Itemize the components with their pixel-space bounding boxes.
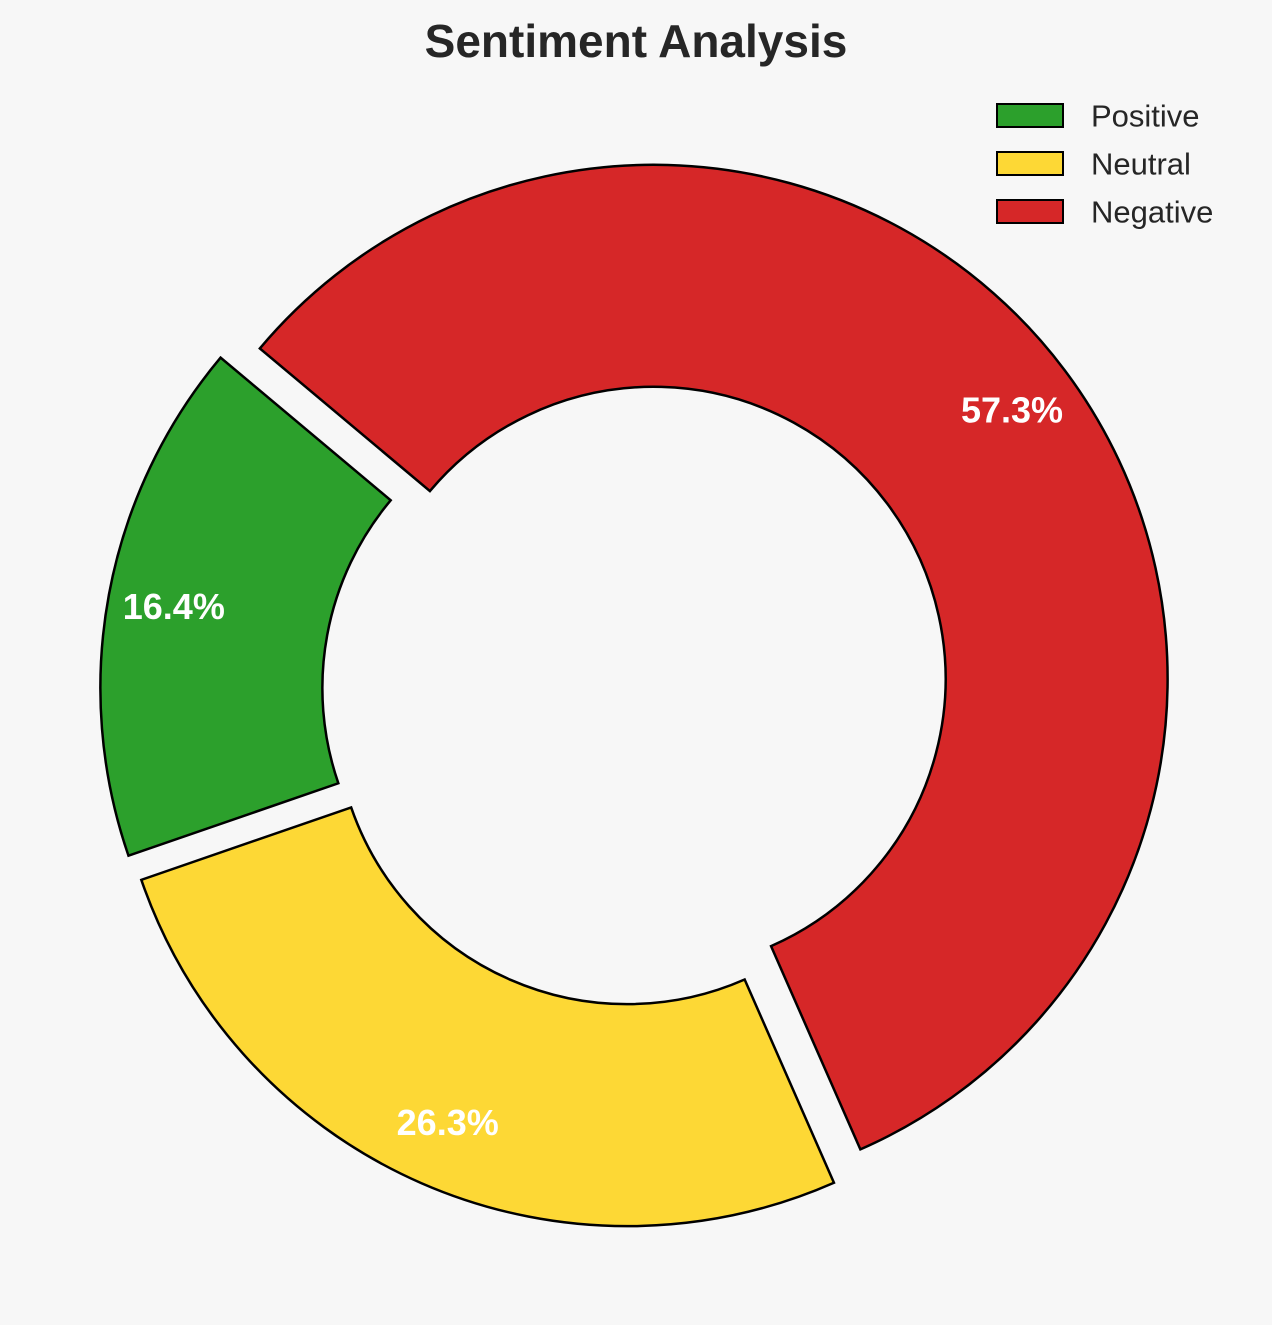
legend-swatch-positive: [996, 103, 1064, 128]
chart-title: Sentiment Analysis: [425, 15, 848, 67]
legend-label-neutral: Neutral: [1091, 147, 1191, 182]
legend-item-negative: Negative: [996, 195, 1213, 230]
legend-label-positive: Positive: [1091, 99, 1200, 134]
value-labels-group: 16.4% 26.3% 57.3%: [123, 390, 1063, 1143]
legend-label-negative: Negative: [1091, 195, 1213, 230]
value-label-negative: 57.3%: [961, 390, 1063, 431]
slice-negative: [258, 163, 1169, 1152]
slices-group: [99, 163, 1169, 1228]
slice-positive: [99, 355, 393, 858]
legend: Positive Neutral Negative: [996, 99, 1213, 230]
legend-item-positive: Positive: [996, 99, 1200, 134]
legend-swatch-neutral: [996, 151, 1064, 176]
legend-swatch-negative: [996, 199, 1064, 224]
value-label-positive: 16.4%: [123, 586, 225, 627]
legend-item-neutral: Neutral: [996, 147, 1191, 182]
value-label-neutral: 26.3%: [397, 1102, 499, 1143]
slice-neutral: [139, 805, 836, 1228]
